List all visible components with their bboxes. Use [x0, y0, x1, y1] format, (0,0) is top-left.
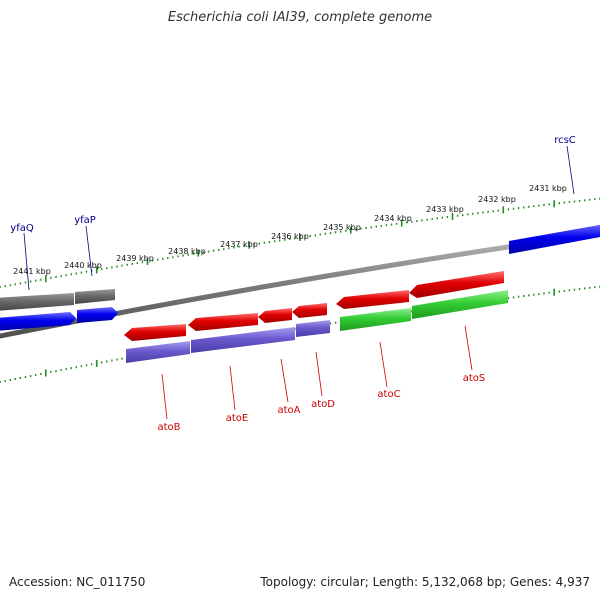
kbp-label-2440: 2440 kbp: [64, 261, 102, 270]
gene-label-yfaP[interactable]: yfaP: [74, 215, 96, 226]
leader-atoS: [464, 325, 473, 371]
feature-atoA-red[interactable]: [258, 308, 292, 323]
leader-atoE: [229, 365, 236, 411]
feature-rcsC[interactable]: [509, 224, 600, 254]
feature-atoC-green[interactable]: [340, 308, 411, 331]
gene-label-atoS[interactable]: atoS: [463, 373, 486, 384]
feature-gray-1[interactable]: [0, 293, 74, 311]
accession-label: Accession: NC_011750: [9, 575, 146, 589]
feature-atoD-red[interactable]: [292, 303, 327, 318]
kbp-labels: 2441 kbp 2440 kbp 2439 kbp 2438 kbp 2437…: [13, 184, 567, 276]
leader-rcsC: [566, 145, 575, 195]
feature-atoD-purple[interactable]: [296, 320, 330, 337]
kbp-label-2434: 2434 kbp: [374, 214, 412, 223]
kbp-label-2435: 2435 kbp: [323, 223, 361, 232]
map-title: Escherichia coli IAI39, complete genome: [167, 10, 433, 25]
kbp-label-2432: 2432 kbp: [478, 195, 516, 204]
kbp-label-2439: 2439 kbp: [116, 254, 154, 263]
genome-summary: Topology: circular; Length: 5,132,068 bp…: [260, 575, 590, 589]
feature-yfaP[interactable]: [77, 307, 118, 323]
leader-atoB: [161, 373, 168, 420]
feature-atoB-purple[interactable]: [126, 341, 190, 363]
kbp-label-2436: 2436 kbp: [271, 232, 309, 241]
leader-yfaP: [85, 225, 93, 277]
feature-atoB-red[interactable]: [124, 324, 186, 341]
kbp-label-2431: 2431 kbp: [529, 184, 567, 193]
feature-atoC-red[interactable]: [336, 290, 409, 309]
leader-atoC: [379, 341, 388, 388]
leader-atoA: [280, 358, 289, 403]
reverse-features: [124, 271, 508, 363]
forward-features: [0, 224, 600, 331]
gene-label-rcsC[interactable]: rcsC: [554, 135, 576, 146]
gene-label-yfaQ[interactable]: yfaQ: [10, 223, 34, 234]
gene-label-atoD[interactable]: atoD: [311, 399, 335, 410]
feature-atoS-green[interactable]: [412, 290, 508, 319]
leader-yfaQ: [23, 232, 30, 291]
gene-label-atoB[interactable]: atoB: [157, 422, 180, 433]
feature-gray-2[interactable]: [75, 289, 115, 304]
gene-labels: yfaQ yfaP rcsC atoB atoE atoA atoD atoC …: [10, 135, 576, 433]
feature-atoS-red[interactable]: [409, 271, 504, 298]
feature-atoE-purple[interactable]: [191, 327, 295, 353]
kbp-label-2433: 2433 kbp: [426, 205, 464, 214]
kbp-label-2437: 2437 kbp: [220, 240, 258, 249]
feature-atoE-red[interactable]: [188, 313, 258, 331]
tick-track-outer: [0, 197, 600, 289]
leader-atoD: [315, 351, 323, 397]
feature-yfaQ[interactable]: [0, 312, 76, 331]
gene-label-atoC[interactable]: atoC: [377, 389, 400, 400]
gene-label-atoA[interactable]: atoA: [277, 405, 300, 416]
kbp-label-2438: 2438 kbp: [168, 247, 206, 256]
gene-label-atoE[interactable]: atoE: [226, 413, 249, 424]
gene-leader-lines: [23, 145, 575, 420]
kbp-label-2441: 2441 kbp: [13, 267, 51, 276]
